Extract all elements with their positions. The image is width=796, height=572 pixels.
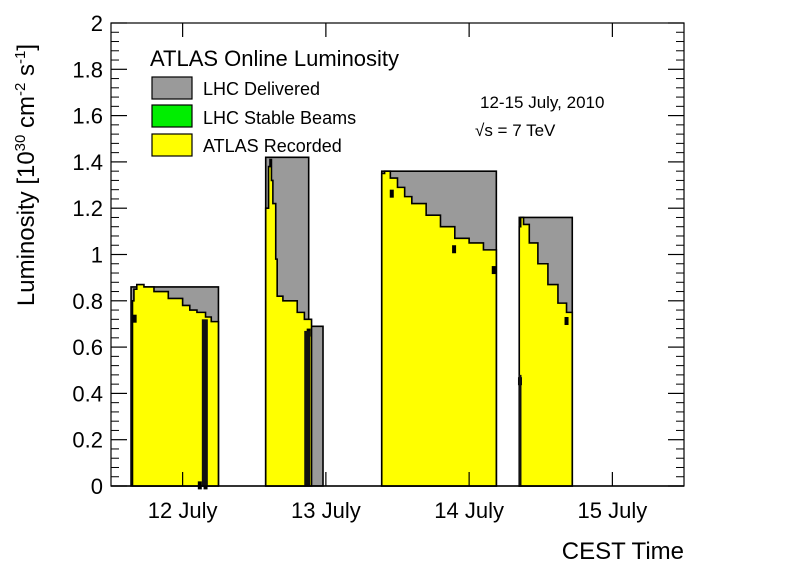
- legend-label-delivered: LHC Delivered: [203, 79, 320, 99]
- notch-0: [132, 314, 137, 323]
- y-tick-label: 0.6: [72, 335, 103, 360]
- notch-4: [389, 189, 394, 198]
- y-tick-label: 0.4: [72, 381, 103, 406]
- legend-swatch-delivered: [151, 76, 193, 100]
- series-2-fill-1: [264, 158, 313, 487]
- y-axis: 0 0.2 0.4 0.6 0.8 1 1.2 1.4 1.6 1.8 2: [72, 11, 684, 499]
- notch-8: [564, 317, 569, 326]
- notch-5: [452, 245, 457, 254]
- legend-label-recorded: ATLAS Recorded: [203, 136, 342, 156]
- legend: ATLAS Online Luminosity LHC Delivered LH…: [150, 46, 399, 157]
- y-tick-label: 0.8: [72, 289, 103, 314]
- legend-label-stable: LHC Stable Beams: [203, 108, 356, 128]
- legend-swatch-stable: [151, 104, 193, 128]
- series-layer: [111, 156, 684, 487]
- y-tick-label: 1.6: [72, 104, 103, 129]
- legend-swatch-recorded: [151, 133, 193, 157]
- y-tick-label: 0: [91, 474, 103, 499]
- y-tick-label: 1.4: [72, 150, 103, 175]
- legend-title: ATLAS Online Luminosity: [150, 46, 399, 71]
- dropout-bar-1: [304, 330, 311, 486]
- x-tick-label: 13 July: [291, 498, 361, 523]
- y-tick-label: 1: [91, 243, 103, 268]
- notch-1: [197, 481, 202, 490]
- x-axis: 12 July 13 July 14 July 15 July: [148, 23, 647, 523]
- series-2-fill-2: [380, 170, 498, 487]
- y-axis-title: Luminosity [1030 cm-2 s-1]: [12, 44, 40, 306]
- notch-6: [491, 266, 496, 275]
- series-2-fill-3: [518, 216, 574, 487]
- notch-layer: [132, 189, 569, 490]
- x-tick-label: 12 July: [148, 498, 218, 523]
- y-tick-label: 2: [91, 11, 103, 36]
- dropout-bar-0: [201, 319, 208, 486]
- dropout-bar-2: [518, 374, 522, 486]
- x-tick-label: 14 July: [434, 498, 504, 523]
- date-annotation: 12-15 July, 2010: [480, 93, 604, 112]
- energy-annotation: √s = 7 TeV: [475, 121, 556, 140]
- y-tick-label: 0.2: [72, 428, 103, 453]
- series-2-fill-0: [131, 283, 220, 487]
- x-axis-title: CEST Time: [562, 538, 684, 565]
- y-tick-label: 1.8: [72, 57, 103, 82]
- x-tick-label: 15 July: [578, 498, 648, 523]
- y-tick-label: 1.2: [72, 196, 103, 221]
